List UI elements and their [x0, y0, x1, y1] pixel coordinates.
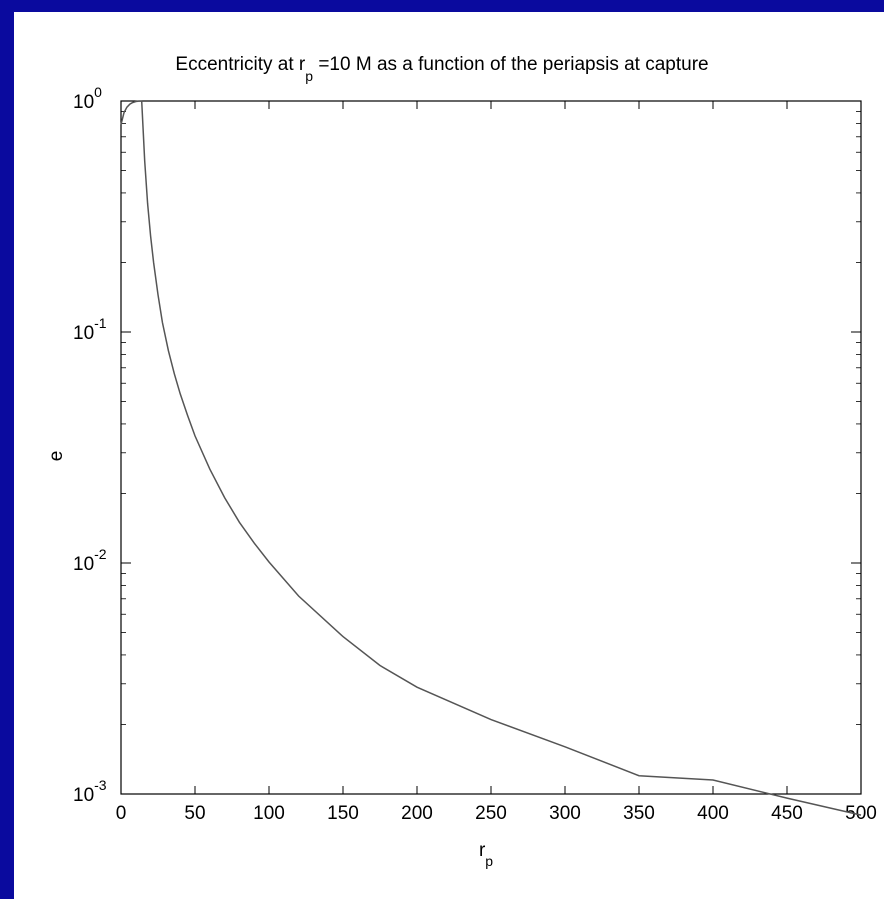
- slide-background: Eccentricity at rp =10 M as a function o…: [14, 12, 884, 899]
- x-tick-label: 0: [116, 803, 127, 824]
- x-tick-label: 400: [697, 803, 729, 824]
- x-tick-label: 450: [771, 803, 803, 824]
- y-tick-label: 10-1: [73, 315, 107, 344]
- chart-title-text: Eccentricity at rp =10 M as a function o…: [175, 54, 708, 84]
- x-tick-label: 150: [327, 803, 359, 824]
- x-tick-label: 500: [845, 803, 877, 824]
- title-subscript: p: [305, 68, 313, 84]
- y-tick-label: 10-2: [73, 546, 107, 575]
- x-axis-label: rp: [479, 840, 493, 869]
- y-tick-base: 10: [73, 92, 94, 113]
- x-tick-label: 250: [475, 803, 507, 824]
- axes-frame: [120, 100, 862, 795]
- y-tick-exponent: 0: [94, 84, 102, 100]
- y-axis-label: e: [46, 451, 67, 462]
- x-tick-label: 100: [253, 803, 285, 824]
- x-axis-label-text: rp: [479, 840, 493, 869]
- title-suffix: =10 M as a function of the periapsis at …: [313, 54, 709, 75]
- x-tick-label: 350: [623, 803, 655, 824]
- y-tick-exponent: -2: [94, 546, 107, 562]
- axis-ticks: [120, 100, 862, 795]
- x-tick-label: 50: [184, 803, 205, 824]
- chart-title: Eccentricity at rp =10 M as a function o…: [175, 54, 708, 84]
- x-tick-labels: 0 50 100 150 200 250 300 350 400 450 500: [116, 803, 877, 824]
- y-minor-ticks: [121, 111, 861, 725]
- x-axis-label-subscript: p: [485, 853, 493, 869]
- y-tick-base: 10: [73, 785, 94, 806]
- x-axis-label-main: r: [479, 840, 486, 861]
- x-tick-label: 200: [401, 803, 433, 824]
- x-tick-label: 300: [549, 803, 581, 824]
- y-tick-label: 10-3: [73, 777, 107, 806]
- y-tick-exponent: -1: [94, 315, 107, 331]
- series-line: [120, 100, 862, 816]
- eccentricity-chart: Eccentricity at rp =10 M as a function o…: [46, 54, 877, 869]
- y-tick-exponent: -3: [94, 777, 107, 793]
- y-tick-base: 10: [73, 554, 94, 575]
- title-prefix: Eccentricity at r: [175, 54, 306, 75]
- y-tick-base: 10: [73, 323, 94, 344]
- y-tick-label: 100: [73, 84, 102, 113]
